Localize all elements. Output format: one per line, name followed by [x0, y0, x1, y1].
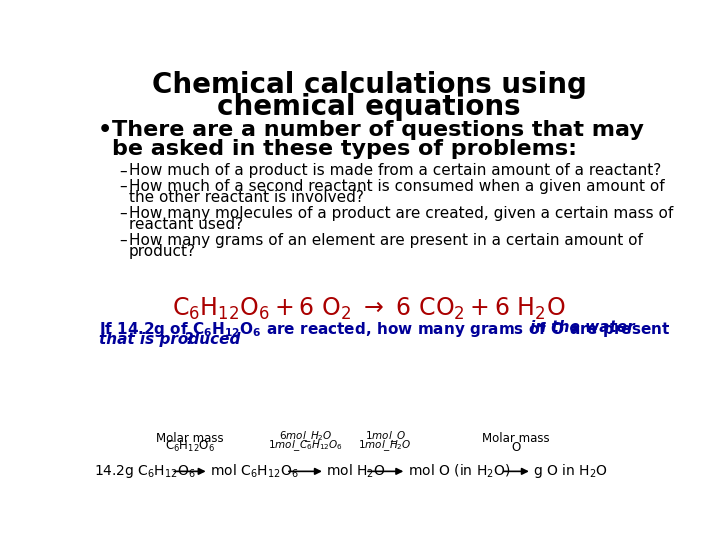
Text: mol $\mathregular{C_6H_{12}O_6}$: mol $\mathregular{C_6H_{12}O_6}$ — [210, 463, 299, 480]
Text: $\mathregular{C_6H_{12}O_6}$: $\mathregular{C_6H_{12}O_6}$ — [165, 438, 215, 454]
Text: 14.2g $\mathregular{C_6H_{12}O_6}$: 14.2g $\mathregular{C_6H_{12}O_6}$ — [94, 463, 196, 480]
Text: How much of a second reactant is consumed when a given amount of: How much of a second reactant is consume… — [129, 179, 665, 194]
Text: –: – — [120, 233, 127, 248]
Text: How much of a product is made from a certain amount of a reactant?: How much of a product is made from a cer… — [129, 164, 661, 178]
Text: product?: product? — [129, 244, 196, 259]
Text: ?: ? — [184, 332, 194, 347]
Text: Molar mass: Molar mass — [482, 432, 550, 445]
Text: chemical equations: chemical equations — [217, 92, 521, 120]
Text: How many molecules of a product are created, given a certain mass of: How many molecules of a product are crea… — [129, 206, 673, 221]
Text: Molar mass: Molar mass — [156, 432, 224, 445]
Text: $\it{6mol\_H_2O}$: $\it{6mol\_H_2O}$ — [279, 429, 332, 444]
Text: $\it{1mol\_C_6H_{12}O_6}$: $\it{1mol\_C_6H_{12}O_6}$ — [268, 438, 343, 453]
Text: –: – — [120, 179, 127, 194]
Text: O: O — [512, 441, 521, 454]
Text: $\it{1mol\_O}$: $\it{1mol\_O}$ — [365, 429, 405, 444]
Text: If 14.2g of $\mathregular{C_6H_{12}O_6}$ are reacted, how many grams of O are pr: If 14.2g of $\mathregular{C_6H_{12}O_6}$… — [99, 320, 671, 340]
Text: reactant used?: reactant used? — [129, 217, 243, 232]
Text: be asked in these types of problems:: be asked in these types of problems: — [112, 139, 577, 159]
Text: There are a number of questions that may: There are a number of questions that may — [112, 120, 644, 140]
Text: •: • — [98, 120, 112, 140]
Text: How many grams of an element are present in a certain amount of: How many grams of an element are present… — [129, 233, 643, 248]
Text: Chemical calculations using: Chemical calculations using — [152, 71, 586, 99]
Text: that is produced: that is produced — [99, 332, 240, 347]
Text: the other reactant is involved?: the other reactant is involved? — [129, 190, 364, 205]
Text: –: – — [120, 206, 127, 221]
Text: $\mathregular{C_6H_{12}O_6 + 6\ O_2\ \rightarrow\ 6\ CO_2 + 6\ H_2O}$: $\mathregular{C_6H_{12}O_6 + 6\ O_2\ \ri… — [172, 296, 566, 322]
Text: g O in $\mathregular{H_2O}$: g O in $\mathregular{H_2O}$ — [534, 462, 608, 481]
Text: $\it{1mol\_H_2O}$: $\it{1mol\_H_2O}$ — [359, 438, 412, 453]
Text: mol O (in $\mathregular{H_2O}$): mol O (in $\mathregular{H_2O}$) — [408, 463, 510, 480]
Text: in the water: in the water — [530, 320, 635, 335]
Text: mol $\mathregular{H_2O}$: mol $\mathregular{H_2O}$ — [326, 463, 386, 480]
Text: –: – — [120, 164, 127, 178]
